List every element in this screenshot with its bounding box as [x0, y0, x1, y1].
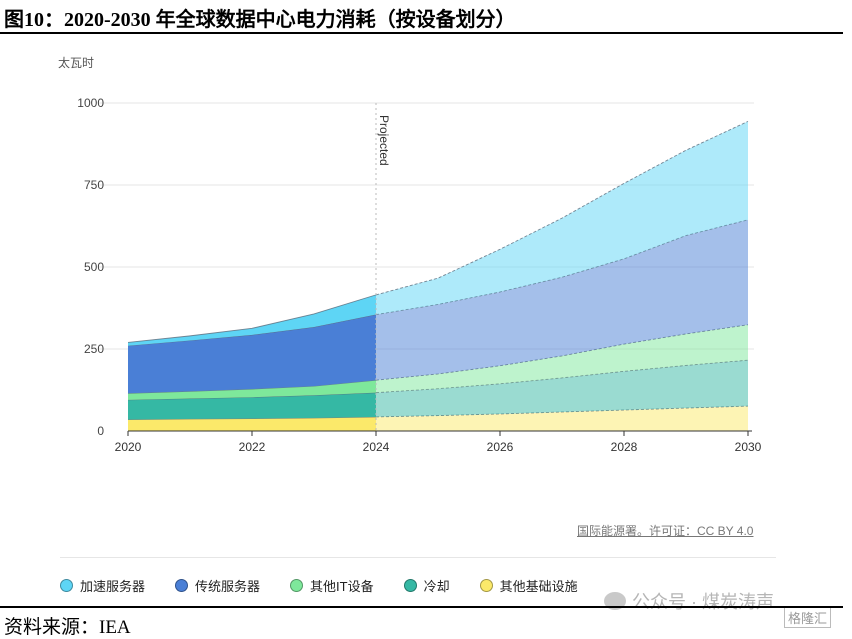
wechat-icon: [604, 592, 626, 610]
legend-label: 其他IT设备: [310, 579, 374, 594]
projection-label: Projected: [377, 115, 391, 166]
area-冷却: [128, 392, 376, 420]
y-tick-label: 750: [84, 178, 104, 192]
x-tick-label: 2024: [363, 440, 390, 454]
x-tick-label: 2028: [611, 440, 638, 454]
legend-swatch: [60, 579, 73, 592]
legend-label: 加速服务器: [80, 579, 146, 594]
legend-swatch: [175, 579, 189, 592]
x-tick-label: 2026: [487, 440, 514, 454]
area-其他基础设施: [128, 416, 376, 431]
y-tick-label: 250: [84, 342, 104, 356]
top-rule: [0, 32, 843, 34]
area-加速服务器: [128, 294, 376, 346]
area-加速服务器: [376, 121, 748, 315]
watermark-logo: 格隆汇: [784, 607, 832, 628]
legend-item[interactable]: 冷却: [403, 576, 450, 595]
legend-item[interactable]: 其他IT设备: [290, 576, 374, 595]
area-其他IT设备: [128, 380, 376, 400]
x-tick-label: 2020: [115, 440, 142, 454]
legend-label: 传统服务器: [195, 579, 261, 594]
x-tick-label: 2022: [239, 440, 266, 454]
y-axis-label: 太瓦时: [58, 55, 94, 70]
area-edge-加速服务器: [375, 120, 749, 296]
legend-item[interactable]: 传统服务器: [175, 576, 260, 595]
divider: [60, 557, 776, 558]
area-series: [127, 120, 749, 431]
area-冷却: [376, 360, 748, 417]
legend-label: 其他基础设施: [499, 579, 578, 594]
legend-label: 冷却: [423, 579, 450, 594]
credit-text[interactable]: 国际能源署。许可证：CC BY 4.0: [577, 524, 754, 538]
figure-title: 图10：2020-2030 年全球数据中心电力消耗（按设备划分）: [4, 9, 516, 31]
legend-swatch: [479, 579, 493, 592]
legend: 加速服务器 传统服务器 其他IT设备 冷却 其他基础设施: [60, 576, 578, 595]
x-tick-label: 2030: [735, 440, 762, 454]
y-tick-label: 0: [97, 424, 104, 438]
area-传统服务器: [128, 314, 376, 394]
y-tick-label: 500: [84, 260, 104, 274]
area-edge-加速服务器: [127, 294, 377, 343]
y-tick-label: 1000: [77, 96, 104, 110]
watermark-text: 公众号 · 煤炭涛声: [632, 592, 774, 612]
legend-item[interactable]: 其他基础设施: [479, 576, 578, 595]
figure-source: 资料来源：IEA: [4, 617, 131, 638]
area-其他IT设备: [376, 324, 748, 393]
area-其他基础设施: [376, 406, 748, 431]
stacked-area-chart: 0 250 500 750 1000 2020 2022 2024 2026 2028 2030 Pr…: [58, 55, 762, 454]
axes: 0 250 500 750 1000 2020 2022 2024 2026 2028 2030 Pr…: [77, 96, 761, 454]
area-传统服务器: [376, 219, 748, 381]
legend-swatch: [403, 579, 417, 592]
bottom-rule: [0, 606, 843, 608]
legend-item[interactable]: 加速服务器: [60, 576, 145, 595]
legend-swatch: [290, 579, 304, 592]
watermark: 公众号 · 煤炭涛声: [604, 588, 774, 614]
